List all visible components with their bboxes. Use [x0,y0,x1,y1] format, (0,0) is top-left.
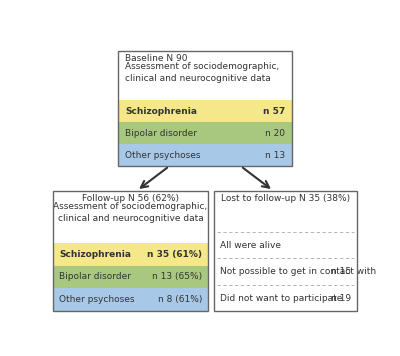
Bar [118,122,292,144]
Bar [118,144,292,166]
Text: Baseline N 90: Baseline N 90 [125,54,188,63]
Bar [53,266,208,288]
Text: n 8 (61%): n 8 (61%) [158,295,202,304]
Text: Other psychoses: Other psychoses [59,295,135,304]
Text: n 15: n 15 [331,267,351,276]
Bar [118,51,292,166]
Text: Schizophrenia: Schizophrenia [125,107,197,116]
Bar [53,191,208,312]
Text: Bipolar disorder: Bipolar disorder [125,129,197,138]
Text: Assessment of sociodemographic,
clinical and neurocognitive data: Assessment of sociodemographic, clinical… [125,62,279,83]
Text: Bipolar disorder: Bipolar disorder [59,272,131,282]
Text: Lost to follow-up N 35 (38%): Lost to follow-up N 35 (38%) [221,194,350,203]
Text: n 20: n 20 [265,129,285,138]
Text: Other psychoses: Other psychoses [125,151,201,159]
Text: Follow-up N 56 (62%): Follow-up N 56 (62%) [82,194,179,203]
Bar [118,51,292,166]
Bar [53,288,208,312]
Text: n 13: n 13 [265,151,285,159]
Text: Not possible to get in contact with: Not possible to get in contact with [220,267,376,276]
Bar [214,191,357,312]
Text: n 19: n 19 [331,294,351,303]
Text: Schizophrenia: Schizophrenia [59,250,131,258]
Text: All were alive: All were alive [220,241,281,250]
Text: n 13 (65%): n 13 (65%) [152,272,202,282]
Bar [53,242,208,266]
Text: Did not want to participate: Did not want to participate [220,294,342,303]
Bar [118,100,292,122]
Bar [53,191,208,312]
Text: n 35 (61%): n 35 (61%) [147,250,202,258]
Text: Assessment of sociodemographic,
clinical and neurocognitive data: Assessment of sociodemographic, clinical… [54,202,208,223]
Bar [214,191,357,312]
Text: n 57: n 57 [263,107,285,116]
